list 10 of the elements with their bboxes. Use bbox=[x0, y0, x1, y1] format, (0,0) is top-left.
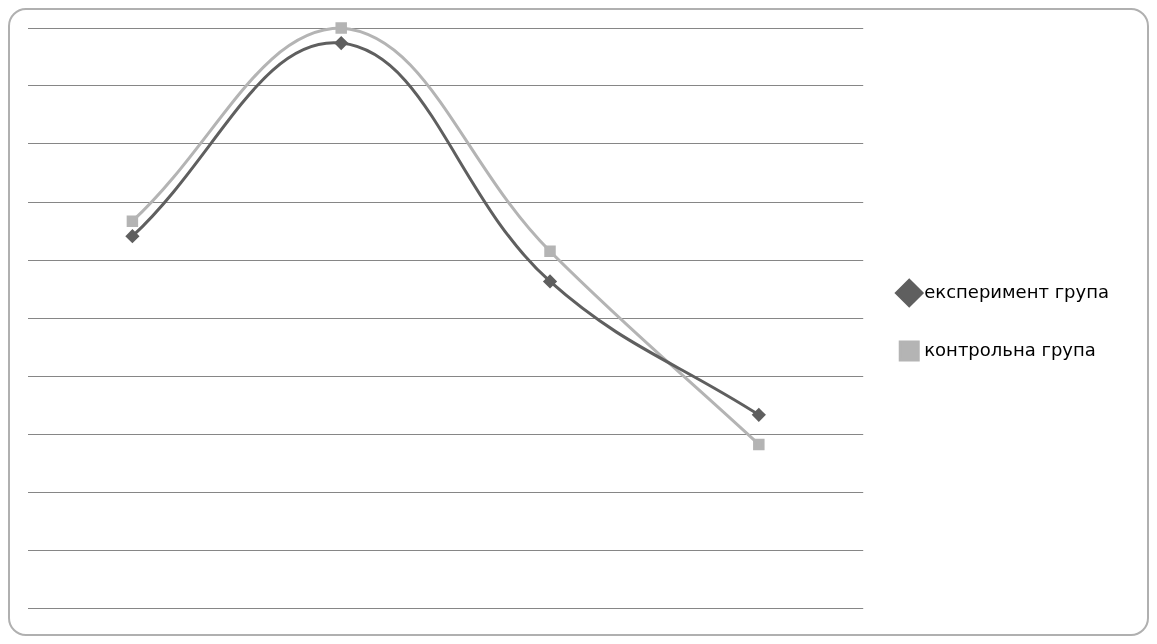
point bbox=[753, 438, 765, 451]
point bbox=[335, 22, 347, 34]
point bbox=[544, 245, 556, 258]
point bbox=[126, 215, 139, 227]
legend-label: експеримент група bbox=[924, 280, 1110, 302]
legend-label: контрольна група bbox=[924, 338, 1096, 360]
point bbox=[334, 36, 348, 50]
point bbox=[752, 408, 766, 422]
point bbox=[125, 229, 139, 243]
point bbox=[543, 274, 557, 288]
